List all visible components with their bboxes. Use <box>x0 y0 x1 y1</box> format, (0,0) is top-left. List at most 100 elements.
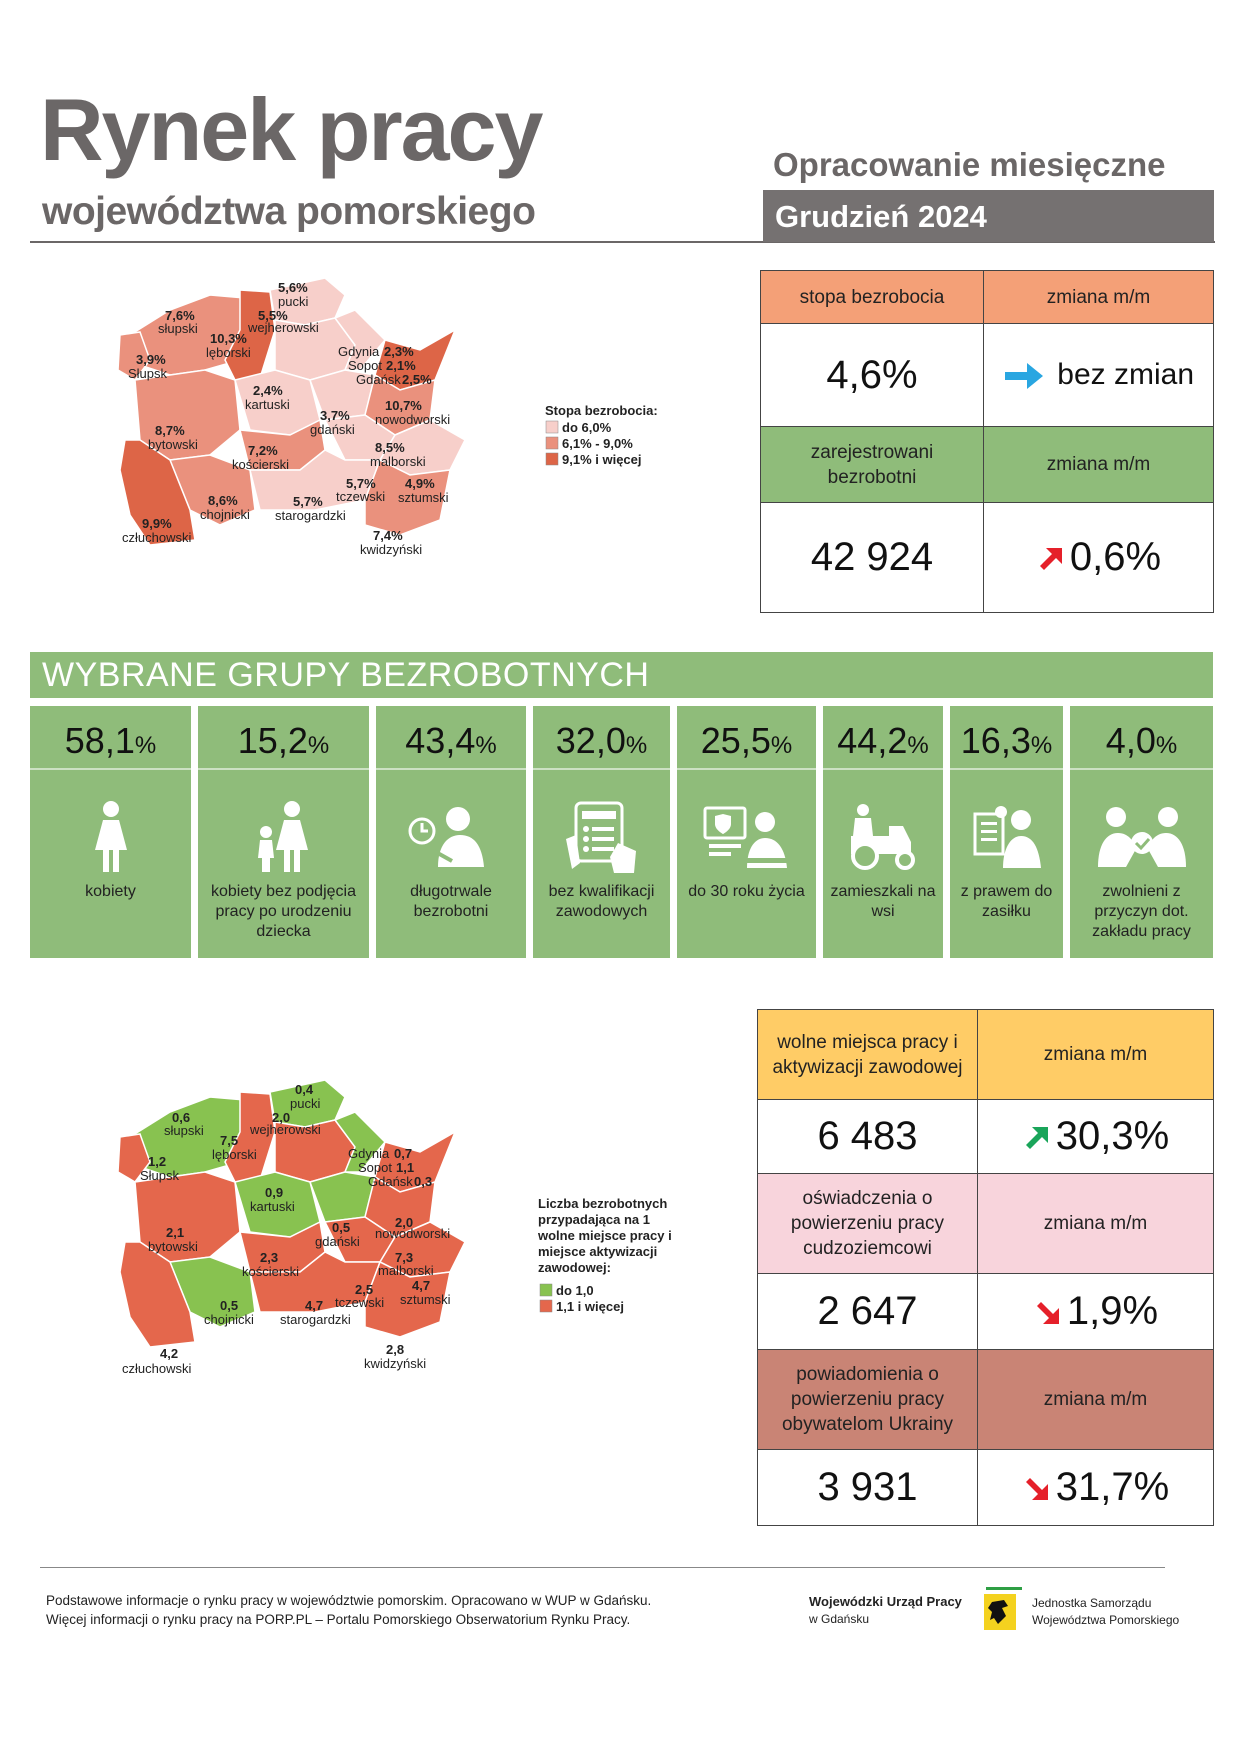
group-unit-no-qualifications: % <box>625 732 648 759</box>
map2-value-pucki: 0,4 <box>295 1082 314 1097</box>
notifications-change-cell: 31,7% <box>977 1449 1214 1526</box>
map1-value-gdansk: 2,5% <box>402 372 432 387</box>
map1-value-kartuski: 2,4% <box>253 383 283 398</box>
group-tile-women-after-birth: 15,2% kobiety bez podjęcia pracy po urod… <box>198 706 369 958</box>
map1-name-kartuski: kartuski <box>245 397 290 412</box>
woman-icon <box>94 801 127 872</box>
group-unit-dismissed: % <box>1155 732 1178 759</box>
benefit-document-icon <box>973 806 1041 868</box>
map2-name-gdansk: Gdańsk <box>368 1174 413 1189</box>
map1-name-leborski: lęborski <box>206 345 251 360</box>
region2-trojmiasto <box>333 1111 387 1173</box>
map2-legend-swatch-high <box>539 1299 553 1313</box>
region2-slupsk-city <box>117 1133 151 1183</box>
period-label: Grudzień 2024 <box>775 199 987 234</box>
map2-name-chojnicki: chojnicki <box>204 1312 254 1327</box>
map1-value-kwidzynski: 7,4% <box>373 528 403 543</box>
vacancies-value: 6 483 <box>757 1099 978 1174</box>
map2-name-tczewski: tczewski <box>335 1295 384 1310</box>
vacancies-header: wolne miejsca pracy i aktywizacji zawodo… <box>757 1009 978 1100</box>
declarations-value: 2 647 <box>757 1273 978 1350</box>
map2-value-sopot: 1,1 <box>396 1160 414 1175</box>
map2-legend-low: do 1,0 <box>556 1283 594 1298</box>
map2-name-gdynia: Gdynia <box>348 1146 390 1161</box>
group-label-long-term: długotrwale bezrobotni <box>410 883 492 920</box>
map2-name-slupski: słupski <box>164 1123 204 1138</box>
group-label-women-after-birth: kobiety bez podjęcia pracy po urodzeniu … <box>211 883 356 940</box>
footer-rule <box>40 1567 1165 1568</box>
page-title: Rynek pracy <box>40 80 543 179</box>
map2-value-czluchowski: 4,2 <box>160 1346 178 1361</box>
group-value-women: 58,1% <box>30 720 191 762</box>
group-unit-under-30: % <box>770 732 793 759</box>
map1-name-koscierski: kościerski <box>232 457 289 472</box>
rate-header: stopa bezrobocia <box>760 270 984 324</box>
period-bar <box>763 190 1214 242</box>
group-tile-benefit: 16,3% z prawem do zasiłku <box>950 706 1063 958</box>
group-tile-long-term: 43,4% długotrwale bezrobotni <box>376 706 526 958</box>
map2-value-slupsk: 1,2 <box>148 1154 166 1169</box>
map1-value-wejherowski: 5,5% <box>258 308 288 323</box>
map1-value-sztumski: 4,9% <box>405 476 435 491</box>
map2-value-slupski: 0,6 <box>172 1110 190 1125</box>
map2-value-wejherowski: 2,0 <box>272 1110 290 1125</box>
map1-value-chojnicki: 8,6% <box>208 493 238 508</box>
map2-value-gdansk: 0,3 <box>414 1174 432 1189</box>
group-label-women: kobiety <box>85 883 136 900</box>
groups-title: WYBRANE GRUPY BEZROBOTNYCH <box>42 656 650 694</box>
map1-value-sopot: 2,1% <box>386 358 416 373</box>
footer-text-1: Podstawowe informacje o rynku pracy w wo… <box>46 1593 652 1608</box>
map2-legend: Liczba bezrobotnych przypadająca na 1 wo… <box>538 1196 672 1314</box>
arrow-down-right-red-icon <box>1036 1302 1059 1325</box>
group-separator <box>30 768 191 770</box>
dismissal-icon <box>1097 807 1186 867</box>
group-pct-no-qualifications: 32,0 <box>555 720 626 761</box>
map2-value-gdanski: 0,5 <box>332 1220 350 1235</box>
jst-line-2: Województwa Pomorskiego <box>1032 1613 1180 1627</box>
crest-line <box>986 1587 1022 1590</box>
map1-name-wejherowski: wejherowski <box>247 320 319 335</box>
map2-labels: 0,4 pucki 0,6 słupski 2,0 wejherowski 7,… <box>122 1082 451 1376</box>
map1-legend: Stopa bezrobocia: do 6,0% 6,1% - 9,0% 9,… <box>545 403 658 467</box>
vacancies-change-value: 30,3% <box>1055 1114 1170 1158</box>
group-unit-long-term: % <box>475 732 497 759</box>
map2-legend-high: 1,1 i więcej <box>556 1299 624 1314</box>
notifications-change-header: zmiana m/m <box>977 1349 1214 1450</box>
footer-text-2: Więcej informacji o rynku pracy na PORP.… <box>46 1612 631 1627</box>
notifications-header: powiadomienia o powierzeniu pracy obywat… <box>757 1349 978 1450</box>
map2-name-sopot: Sopot <box>358 1160 392 1175</box>
map1-value-gdynia: 2,3% <box>384 344 414 359</box>
tractor-icon <box>851 804 915 870</box>
map2-name-malborski: malborski <box>378 1263 434 1278</box>
group-label-benefit: z prawem do zasiłku <box>960 883 1053 920</box>
map1-legend-mid: 6,1% - 9,0% <box>562 436 633 451</box>
map1-name-pucki: pucki <box>278 294 308 309</box>
group-pct-women-after-birth: 15,2 <box>237 720 308 761</box>
rate-change-header: zmiana m/m <box>983 270 1214 324</box>
arrow-up-right-red-icon <box>1039 548 1062 571</box>
groups-bar <box>30 652 1213 698</box>
group-tile-under-30: 25,5% do 30 roku życia <box>677 706 816 958</box>
map1-name-tczewski: tczewski <box>336 489 385 504</box>
arrow-right-icon <box>1004 363 1043 390</box>
map1-legend-low: do 6,0% <box>562 420 612 435</box>
map2-value-gdynia: 0,7 <box>394 1146 412 1161</box>
map1-name-gdanski: gdański <box>310 422 355 437</box>
map1-value-malborski: 8,5% <box>375 440 405 455</box>
map1-name-bytowski: bytowski <box>148 437 198 452</box>
group-tile-no-qualifications: 32,0% bez kwalifikacji zawodowych <box>533 706 670 958</box>
map2-name-leborski: lęborski <box>212 1147 257 1162</box>
jst-line-1: Jednostka Samorządu <box>1032 1596 1152 1610</box>
map1-legend-swatch-low <box>545 420 559 434</box>
unemployment-rate-map: 5,6% pucki 7,6% słupski 5,5% wejherowski… <box>117 277 658 557</box>
group-unit-rural: % <box>907 732 929 759</box>
map1-name-czluchowski: człuchowski <box>122 530 191 545</box>
map1-value-pucki: 5,6% <box>278 280 308 295</box>
map1-name-chojnicki: chojnicki <box>200 507 250 522</box>
rate-change-value: bez zmian <box>1057 358 1195 391</box>
map2-value-malborski: 7,3 <box>395 1250 413 1265</box>
map1-name-slupski: słupski <box>158 321 198 336</box>
rate-change-cell: bez zmian <box>983 323 1214 427</box>
map2-value-tczewski: 2,5 <box>355 1282 373 1297</box>
map1-name-starogardzki: starogardzki <box>275 508 346 523</box>
